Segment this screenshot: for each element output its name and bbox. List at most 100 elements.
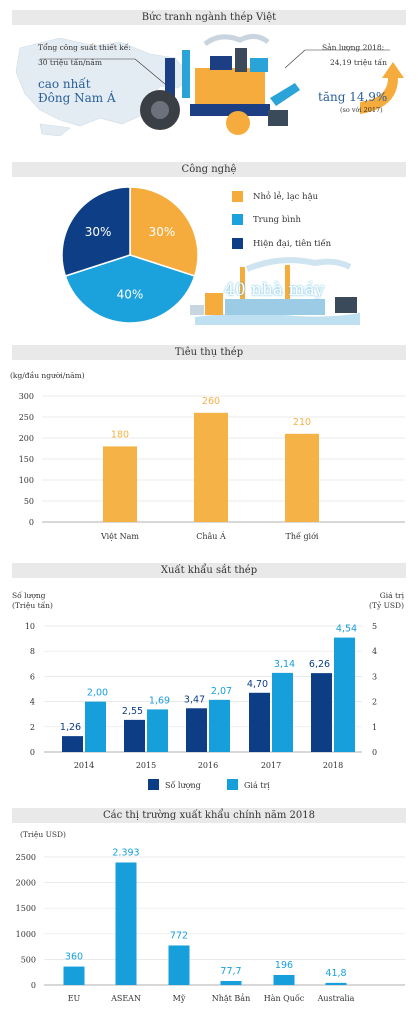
consumption-category-label: Thế giới <box>285 532 318 541</box>
legend-item-modern: Hiện đại, tiên tiến <box>232 238 331 249</box>
exports-value-label: 3,14 <box>274 659 295 670</box>
exports-legend-label: Giá trị <box>244 781 270 790</box>
markets-value-label: 77,7 <box>220 966 241 977</box>
consumption-bar-0 <box>103 446 137 522</box>
legend-label-modern: Hiện đại, tiên tiến <box>253 238 332 249</box>
exports-bar-quantity <box>311 673 332 752</box>
exports-value-label: 2,00 <box>87 688 108 699</box>
consumption-ylabel: (kg/đầu người/năm) <box>10 371 85 380</box>
factories-count: 40 nhà máy <box>224 280 325 300</box>
legend-swatch-medium <box>232 214 243 225</box>
consumption-ytick: 200 <box>19 434 34 443</box>
consumption-bar-chart: (kg/đầu người/năm) 0 50 100 150 200 250 300 180 V… <box>10 371 405 541</box>
exports-legend-label: Số lượng <box>165 781 201 790</box>
markets-value-label: 2.393 <box>112 847 139 858</box>
exports-ylabel-left-1: Số lượng <box>12 591 46 600</box>
markets-ytick: 1000 <box>16 930 36 939</box>
pie-slice-label-2: 30% <box>85 225 112 239</box>
capacity-label: Tổng công suất thiết kế: <box>38 43 131 52</box>
legend-swatch-modern <box>232 238 243 249</box>
exports-bar-value <box>334 637 355 752</box>
markets-value-label: 360 <box>65 952 83 963</box>
exports-category-label: 2014 <box>74 761 94 770</box>
consumption-ytick: 50 <box>24 497 34 506</box>
pie-slice-2 <box>61 186 131 277</box>
exports-ytick-left: 8 <box>30 647 35 656</box>
markets-value-label: 772 <box>170 930 188 941</box>
growth-note: (so với 2017) <box>340 106 383 114</box>
output-value: 24,19 triệu tấn <box>330 58 387 67</box>
exports-value-label: 1,26 <box>60 722 81 733</box>
exports-ytick-right: 3 <box>372 672 377 681</box>
exports-ytick-left: 0 <box>30 748 35 757</box>
markets-category-label: ASEAN <box>110 994 141 1003</box>
markets-value-label: 196 <box>275 960 293 971</box>
output-label: Sản lượng 2018: <box>322 43 385 52</box>
markets-category-label: Mỹ <box>173 994 186 1003</box>
markets-ytick: 1500 <box>16 904 36 913</box>
legend-item-medium: Trung bình <box>232 214 301 225</box>
exports-legend-swatch <box>148 779 159 790</box>
growth-arrow-icon <box>360 62 404 114</box>
section-title-markets: Các thị trường xuất khẩu chính năm 2018 <box>12 808 406 823</box>
exports-legend-swatch <box>227 779 238 790</box>
highest-line-1: cao nhất <box>38 77 91 91</box>
markets-category-label: Australia <box>317 994 355 1003</box>
pie-slice-label-1: 40% <box>117 287 144 301</box>
consumption-ytick: 100 <box>19 476 34 485</box>
consumption-ytick: 300 <box>19 392 34 401</box>
exports-ytick-left: 10 <box>25 622 35 631</box>
section-title-exports: Xuất khẩu sắt thép <box>12 563 406 578</box>
markets-ylabel: (Triệu USD) <box>20 830 66 839</box>
exports-bar-chart: Số lượng(Triệu tấn)Giá trị(Tỷ USD)024681… <box>12 591 405 790</box>
exports-ytick-right: 1 <box>372 723 377 732</box>
section-title-technology: Công nghệ <box>12 162 406 177</box>
exports-category-label: 2016 <box>198 761 218 770</box>
exports-bar-quantity <box>249 692 270 752</box>
markets-ytick: 500 <box>21 955 36 964</box>
exports-value-label: 4,54 <box>336 624 357 635</box>
exports-bar-value <box>209 699 230 752</box>
exports-category-label: 2018 <box>323 761 343 770</box>
steel-plant-illustration <box>140 34 300 135</box>
legend-swatch-small <box>232 191 243 202</box>
exports-ytick-left: 2 <box>30 723 35 732</box>
exports-value-label: 4,70 <box>247 679 268 690</box>
exports-value-label: 1,69 <box>149 695 170 706</box>
highest-line-2: Đông Nam Á <box>38 91 116 105</box>
factories-illustration <box>190 257 360 325</box>
markets-category-label: EU <box>68 994 81 1003</box>
consumption-bar-2 <box>285 433 319 522</box>
markets-bar-2 <box>168 945 190 985</box>
exports-value-label: 3,47 <box>184 694 205 705</box>
markets-bar-4 <box>273 974 295 985</box>
exports-bar-quantity <box>124 719 145 752</box>
exports-ylabel-right-1: Giá trị <box>380 591 405 600</box>
exports-bar-quantity <box>186 708 207 752</box>
markets-ytick: 0 <box>31 981 36 990</box>
exports-ytick-right: 5 <box>372 622 377 631</box>
pie-slice-label-0: 30% <box>149 225 176 239</box>
exports-value-label: 2,55 <box>122 706 143 717</box>
consumption-category-label: Việt Nam <box>100 532 139 541</box>
markets-ytick: 2500 <box>16 853 36 862</box>
pie-slice-0 <box>129 186 199 277</box>
markets-bar-3 <box>220 981 242 985</box>
exports-ylabel-left-2: (Triệu tấn) <box>12 601 53 610</box>
markets-ytick: 2000 <box>16 879 36 888</box>
legend-item-small: Nhỏ lẻ, lạc hậu <box>232 191 318 202</box>
growth-text: tăng 14,9% <box>318 90 388 104</box>
markets-bar-1 <box>115 862 137 985</box>
markets-bar-0 <box>63 966 85 985</box>
section-title-consumption: Tiêu thụ thép <box>12 345 406 360</box>
exports-value-label: 2,07 <box>211 686 232 697</box>
markets-bar-5 <box>325 982 347 985</box>
consumption-bar-1 <box>194 412 228 522</box>
markets-category-label: Nhật Bản <box>212 994 250 1003</box>
exports-bar-value <box>147 709 168 752</box>
pie-slice-1 <box>64 254 196 324</box>
exports-value-label: 6,26 <box>309 659 330 670</box>
consumption-value-label: 180 <box>111 429 129 440</box>
consumption-value-label: 260 <box>202 396 220 407</box>
consumption-ytick: 250 <box>19 413 34 422</box>
